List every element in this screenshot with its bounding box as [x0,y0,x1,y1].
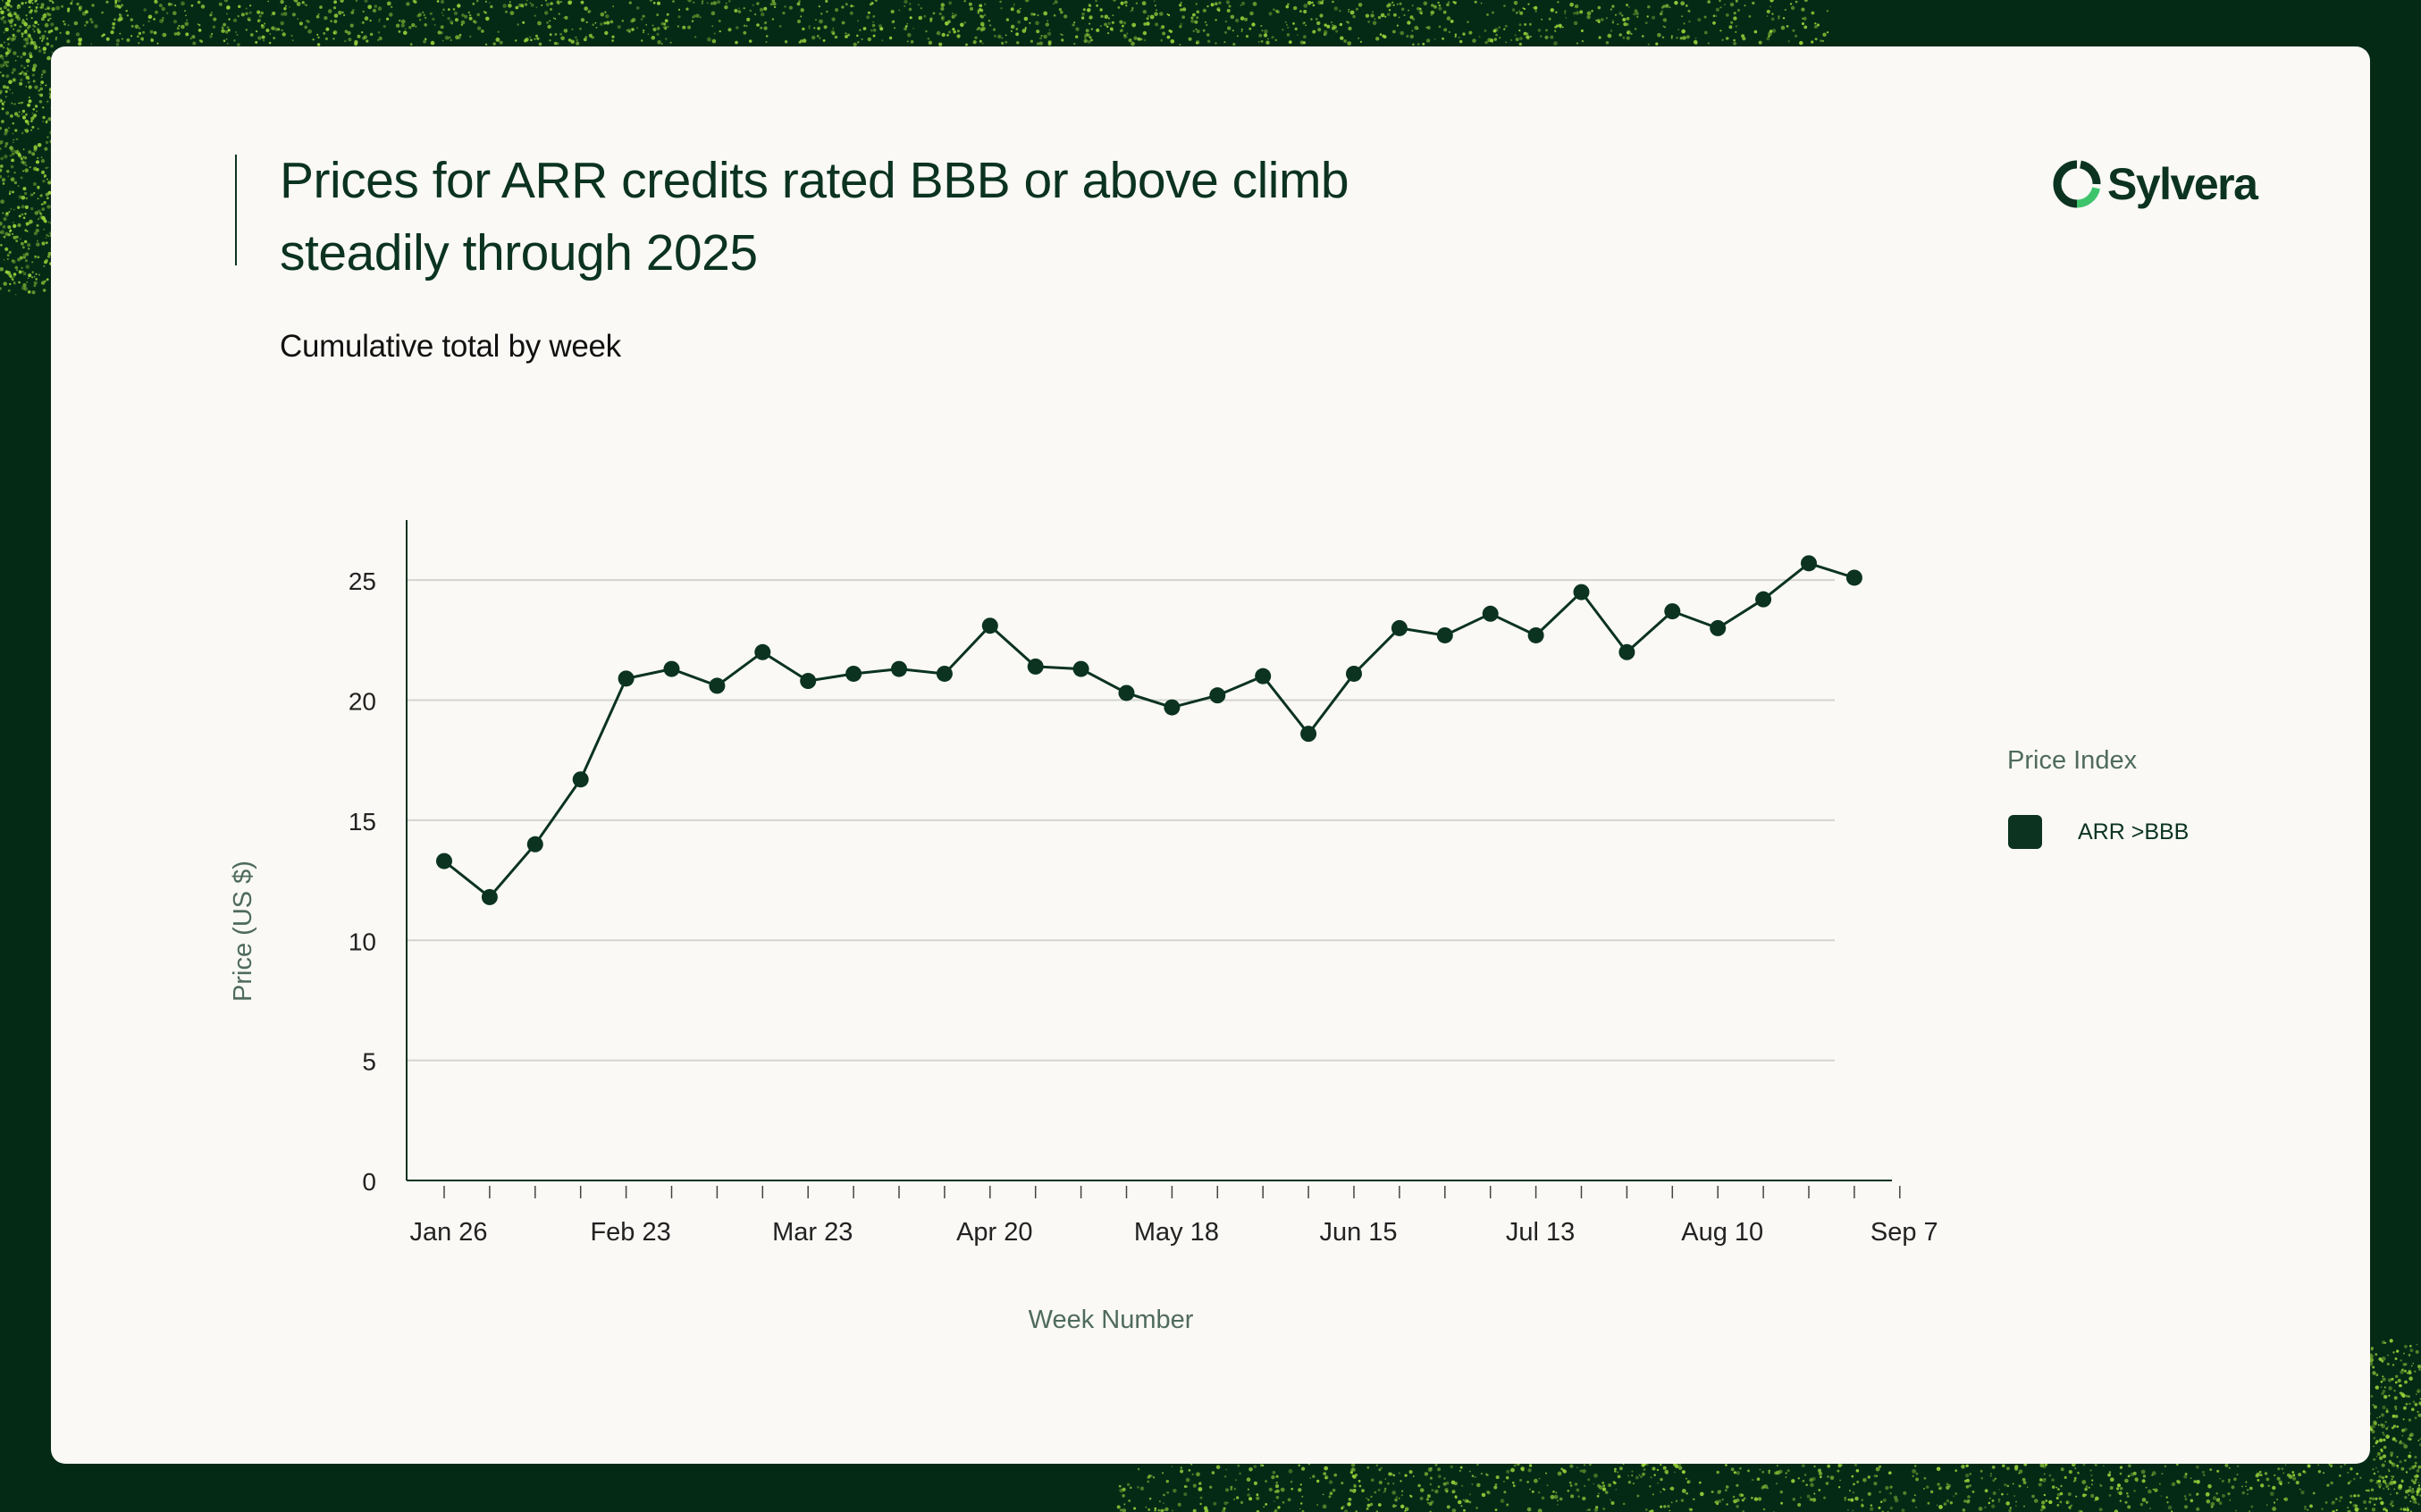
data-point [1027,658,1044,675]
data-point [663,660,680,677]
data-point [1845,569,1862,586]
y-tick-label: 15 [349,808,376,836]
data-point [526,836,543,853]
legend-entry-label: ARR >BBB [2078,819,2190,844]
data-point [891,660,907,677]
data-point [1482,605,1499,622]
title-accent-bar [235,155,237,265]
y-tick-label: 0 [362,1168,376,1196]
data-point [981,617,998,634]
data-point [1618,643,1635,660]
x-tick-label: Mar 23 [772,1218,853,1247]
y-tick-label: 5 [362,1048,376,1076]
sylvera-logo: Sylvera [2050,157,2258,211]
data-point [1209,687,1226,704]
y-tick-label: 25 [349,567,376,595]
data-point [481,888,498,905]
chart-card: Prices for ARR credits rated BBB or abov… [51,46,2370,1464]
x-tick-label: Sep 7 [1870,1218,1938,1247]
line-chart: 0 5 10 15 20 25 Jan 26 Feb 23 Mar 23 Apr 20 May 18… [229,520,1938,1334]
data-point [1164,699,1181,716]
data-point [1391,619,1408,636]
data-point [1436,626,1453,643]
data-point [1346,665,1362,682]
brand-name: Sylvera [2107,159,2258,209]
x-tick-label: May 18 [1134,1218,1219,1247]
x-tick-label: Jun 15 [1319,1218,1397,1247]
chart-subtitle: Cumulative total by week [280,329,621,364]
data-point [618,670,635,687]
data-point [1072,660,1089,677]
data-point [436,853,452,869]
data-point [800,673,817,690]
x-tick-label: Aug 10 [1681,1218,1763,1247]
data-point [1710,619,1727,636]
data-point [845,665,862,682]
x-axis-title: Week Number [1029,1306,1194,1334]
chart-title: Prices for ARR credits rated BBB or abov… [280,152,1349,281]
data-point [1300,726,1317,743]
y-tick-label: 20 [349,688,376,716]
data-point [1118,685,1135,701]
data-point [572,771,589,788]
data-point [1255,668,1272,685]
data-point [1527,626,1544,643]
sylvera-logo-icon [2053,160,2101,208]
x-tick-label: Feb 23 [590,1218,670,1247]
data-point [1664,603,1681,620]
x-tick-label: Jul 13 [1506,1218,1575,1247]
data-point [1801,555,1817,572]
y-tick-label: 10 [349,928,376,955]
data-point [1755,591,1772,608]
legend-swatch [2008,815,2042,849]
data-point [936,665,953,682]
data-point [1573,584,1590,601]
x-tick-label: Apr 20 [956,1218,1032,1247]
series-line-arr-bbb [443,561,1855,899]
legend-title: Price Index [2007,746,2138,775]
y-axis-title: Price (US $) [229,861,257,1002]
data-point [754,643,771,660]
data-point [709,677,726,694]
x-tick-label: Jan 26 [409,1218,487,1247]
